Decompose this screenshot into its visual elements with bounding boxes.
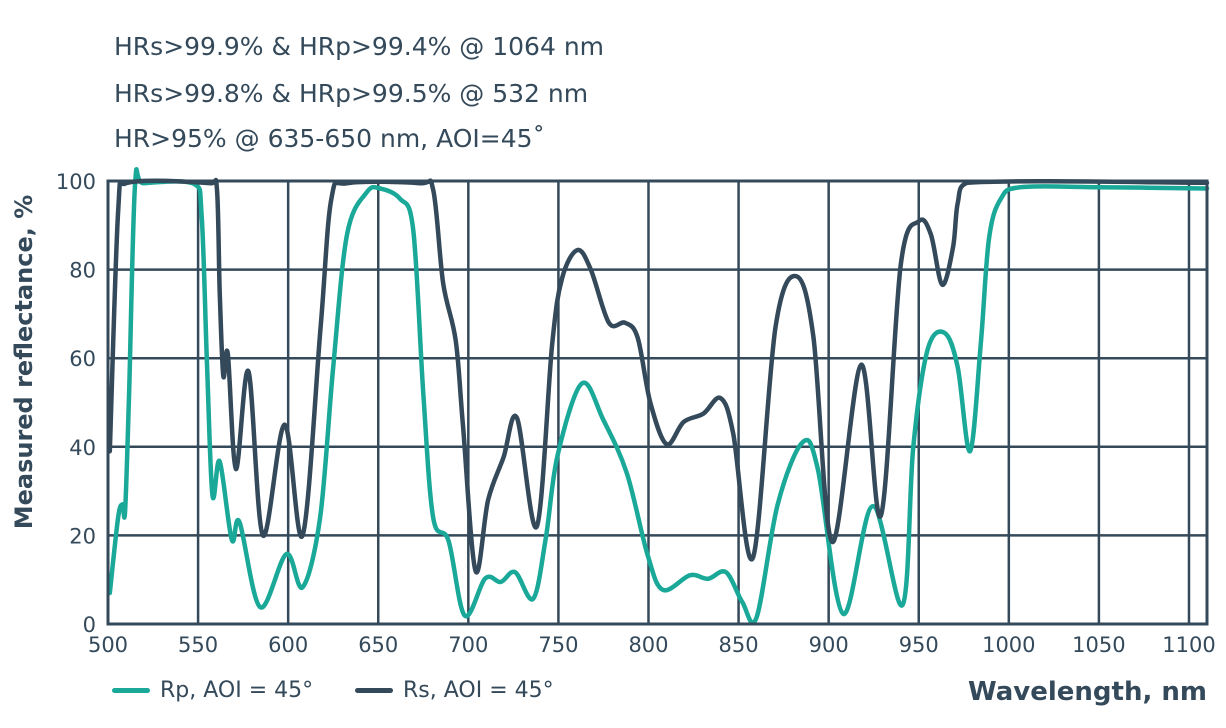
legend-swatch-rp xyxy=(112,688,150,693)
y-tick-label: 0 xyxy=(83,613,96,637)
plot-frame xyxy=(106,179,1209,626)
y-tick-label: 20 xyxy=(69,524,96,548)
legend-item-rp: Rp, AOI = 45° xyxy=(112,678,313,703)
x-tick-label: 550 xyxy=(178,633,218,657)
x-tick-labels: 500 550 600 650 700 750 800 850 900 950 1000 1050 11… xyxy=(88,633,1216,657)
x-tick-label: 650 xyxy=(358,633,398,657)
x-axis-label: Wavelength, nm xyxy=(968,677,1207,707)
y-tick-label: 40 xyxy=(69,436,96,460)
legend-label-rp: Rp, AOI = 45° xyxy=(160,678,314,703)
y-tick-label: 60 xyxy=(69,347,96,371)
legend-swatch-rs xyxy=(355,688,393,693)
annotation-line-3: HR>95% @ 635-650 nm, AOI=45˚ xyxy=(114,124,546,153)
grid xyxy=(106,179,1207,626)
y-axis-label: Measured reflectance, % xyxy=(10,195,38,530)
legend-label-rs: Rs, AOI = 45° xyxy=(403,678,554,703)
x-tick-label: 850 xyxy=(719,633,759,657)
x-tick-label: 500 xyxy=(88,633,128,657)
x-tick-label: 800 xyxy=(628,633,668,657)
x-tick-label: 1100 xyxy=(1162,633,1215,657)
x-tick-label: 750 xyxy=(538,633,578,657)
x-tick-label: 600 xyxy=(268,633,308,657)
legend-item-rs: Rs, AOI = 45° xyxy=(355,678,554,703)
series-lines xyxy=(107,167,1210,626)
x-tick-label: 1050 xyxy=(1072,633,1125,657)
series-line-rp xyxy=(107,167,1210,626)
annotation-line-1: HRs>99.9% & HRp>99.4% @ 1064 nm xyxy=(114,32,605,61)
y-tick-labels: 0 20 40 60 80 100 xyxy=(56,170,96,637)
x-tick-label: 950 xyxy=(899,633,939,657)
x-tick-label: 900 xyxy=(809,633,849,657)
series-line-rs xyxy=(107,177,1210,575)
annotation-line-2: HRs>99.8% & HRp>99.5% @ 532 nm xyxy=(114,79,589,108)
x-tick-label: 700 xyxy=(448,633,488,657)
y-tick-label: 100 xyxy=(56,170,96,194)
y-tick-label: 80 xyxy=(69,259,96,283)
x-tick-label: 1000 xyxy=(982,633,1035,657)
